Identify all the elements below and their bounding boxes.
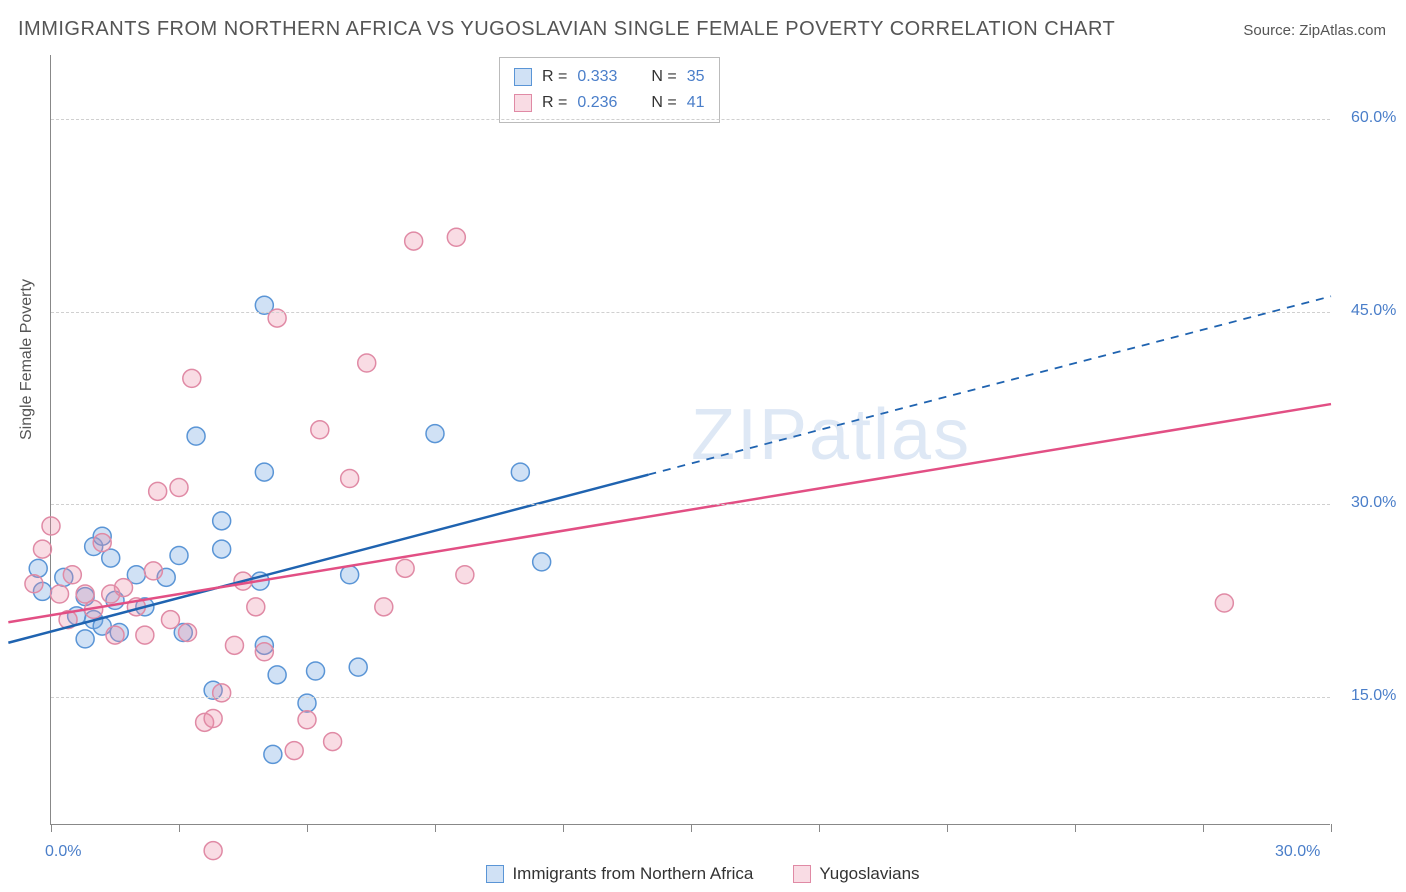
x-tick: [307, 824, 308, 832]
data-point-a[interactable]: [213, 540, 231, 558]
x-tick: [819, 824, 820, 832]
series-label-a: Immigrants from Northern Africa: [512, 864, 753, 884]
x-tick: [1331, 824, 1332, 832]
data-point-b[interactable]: [183, 369, 201, 387]
data-point-b[interactable]: [179, 624, 197, 642]
data-point-a[interactable]: [76, 630, 94, 648]
legend-swatch-b: [514, 94, 532, 112]
data-point-b[interactable]: [42, 517, 60, 535]
data-point-b[interactable]: [33, 540, 51, 558]
data-point-b[interactable]: [25, 575, 43, 593]
data-point-b[interactable]: [358, 354, 376, 372]
x-tick: [1203, 824, 1204, 832]
data-point-b[interactable]: [63, 566, 81, 584]
data-point-b[interactable]: [170, 478, 188, 496]
data-point-b[interactable]: [204, 842, 222, 860]
legend-r-value-a: 0.333: [577, 68, 617, 86]
data-point-b[interactable]: [298, 711, 316, 729]
data-point-b[interactable]: [204, 709, 222, 727]
data-point-b[interactable]: [51, 585, 69, 603]
legend-r-value-b: 0.236: [577, 94, 617, 112]
y-tick-label: 60.0%: [1351, 109, 1396, 127]
legend-swatch-a: [514, 68, 532, 86]
data-point-a[interactable]: [268, 666, 286, 684]
data-point-b[interactable]: [144, 562, 162, 580]
data-point-b[interactable]: [93, 534, 111, 552]
data-point-b[interactable]: [447, 228, 465, 246]
series-legend-item-a[interactable]: Immigrants from Northern Africa: [486, 864, 753, 884]
y-tick-label: 30.0%: [1351, 494, 1396, 512]
data-point-b[interactable]: [161, 611, 179, 629]
x-tick: [947, 824, 948, 832]
data-point-a[interactable]: [213, 512, 231, 530]
data-point-a[interactable]: [349, 658, 367, 676]
data-point-b[interactable]: [405, 232, 423, 250]
data-point-b[interactable]: [1215, 594, 1233, 612]
data-point-b[interactable]: [136, 626, 154, 644]
x-tick: [691, 824, 692, 832]
data-point-b[interactable]: [375, 598, 393, 616]
source-attribution: Source: ZipAtlas.com: [1243, 22, 1386, 39]
y-axis-label: Single Female Poverty: [18, 279, 36, 440]
regression-line-b: [8, 404, 1331, 622]
chart-svg: [51, 55, 1330, 824]
data-point-a[interactable]: [187, 427, 205, 445]
chart-title: IMMIGRANTS FROM NORTHERN AFRICA VS YUGOS…: [18, 18, 1115, 41]
chart-container: IMMIGRANTS FROM NORTHERN AFRICA VS YUGOS…: [0, 0, 1406, 892]
series-legend: Immigrants from Northern Africa Yugoslavi…: [0, 864, 1406, 884]
data-point-a[interactable]: [511, 463, 529, 481]
data-point-b[interactable]: [213, 684, 231, 702]
data-point-a[interactable]: [426, 425, 444, 443]
series-swatch-b: [793, 865, 811, 883]
data-point-a[interactable]: [255, 463, 273, 481]
gridline: [51, 504, 1330, 505]
x-tick-label: 30.0%: [1275, 843, 1320, 861]
x-tick: [1075, 824, 1076, 832]
legend-r-label: R =: [542, 68, 567, 86]
data-point-a[interactable]: [307, 662, 325, 680]
correlation-legend: R = 0.333 N = 35 R = 0.236 N = 41: [499, 57, 720, 123]
legend-row-b: R = 0.236 N = 41: [514, 90, 705, 116]
legend-n-label: N =: [651, 94, 676, 112]
regression-line-a-extrapolated: [648, 296, 1331, 474]
data-point-b[interactable]: [285, 742, 303, 760]
legend-n-label: N =: [651, 68, 676, 86]
data-point-b[interactable]: [396, 559, 414, 577]
series-label-b: Yugoslavians: [819, 864, 919, 884]
data-point-b[interactable]: [247, 598, 265, 616]
legend-row-a: R = 0.333 N = 35: [514, 64, 705, 90]
data-point-b[interactable]: [106, 626, 124, 644]
series-legend-item-b[interactable]: Yugoslavians: [793, 864, 919, 884]
data-point-b[interactable]: [225, 636, 243, 654]
legend-n-value-b: 41: [687, 94, 705, 112]
gridline: [51, 119, 1330, 120]
x-tick: [179, 824, 180, 832]
y-tick-label: 15.0%: [1351, 687, 1396, 705]
data-point-b[interactable]: [255, 643, 273, 661]
data-point-b[interactable]: [456, 566, 474, 584]
data-point-a[interactable]: [341, 566, 359, 584]
data-point-b[interactable]: [311, 421, 329, 439]
data-point-a[interactable]: [264, 745, 282, 763]
x-tick: [435, 824, 436, 832]
data-point-b[interactable]: [149, 482, 167, 500]
data-point-a[interactable]: [533, 553, 551, 571]
legend-n-value-a: 35: [687, 68, 705, 86]
y-tick-label: 45.0%: [1351, 302, 1396, 320]
data-point-b[interactable]: [324, 733, 342, 751]
source-link[interactable]: ZipAtlas.com: [1299, 22, 1386, 39]
plot-area: ZIPatlas R =0.333N =35R =0.236N =41 15.0…: [50, 55, 1330, 825]
source-label: Source:: [1243, 22, 1295, 39]
x-tick: [51, 824, 52, 832]
data-point-a[interactable]: [170, 547, 188, 565]
gridline: [51, 312, 1330, 313]
data-point-b[interactable]: [341, 470, 359, 488]
x-tick-label: 0.0%: [45, 843, 81, 861]
series-swatch-a: [486, 865, 504, 883]
legend-r-label: R =: [542, 94, 567, 112]
gridline: [51, 697, 1330, 698]
x-tick: [563, 824, 564, 832]
data-point-b[interactable]: [115, 579, 133, 597]
